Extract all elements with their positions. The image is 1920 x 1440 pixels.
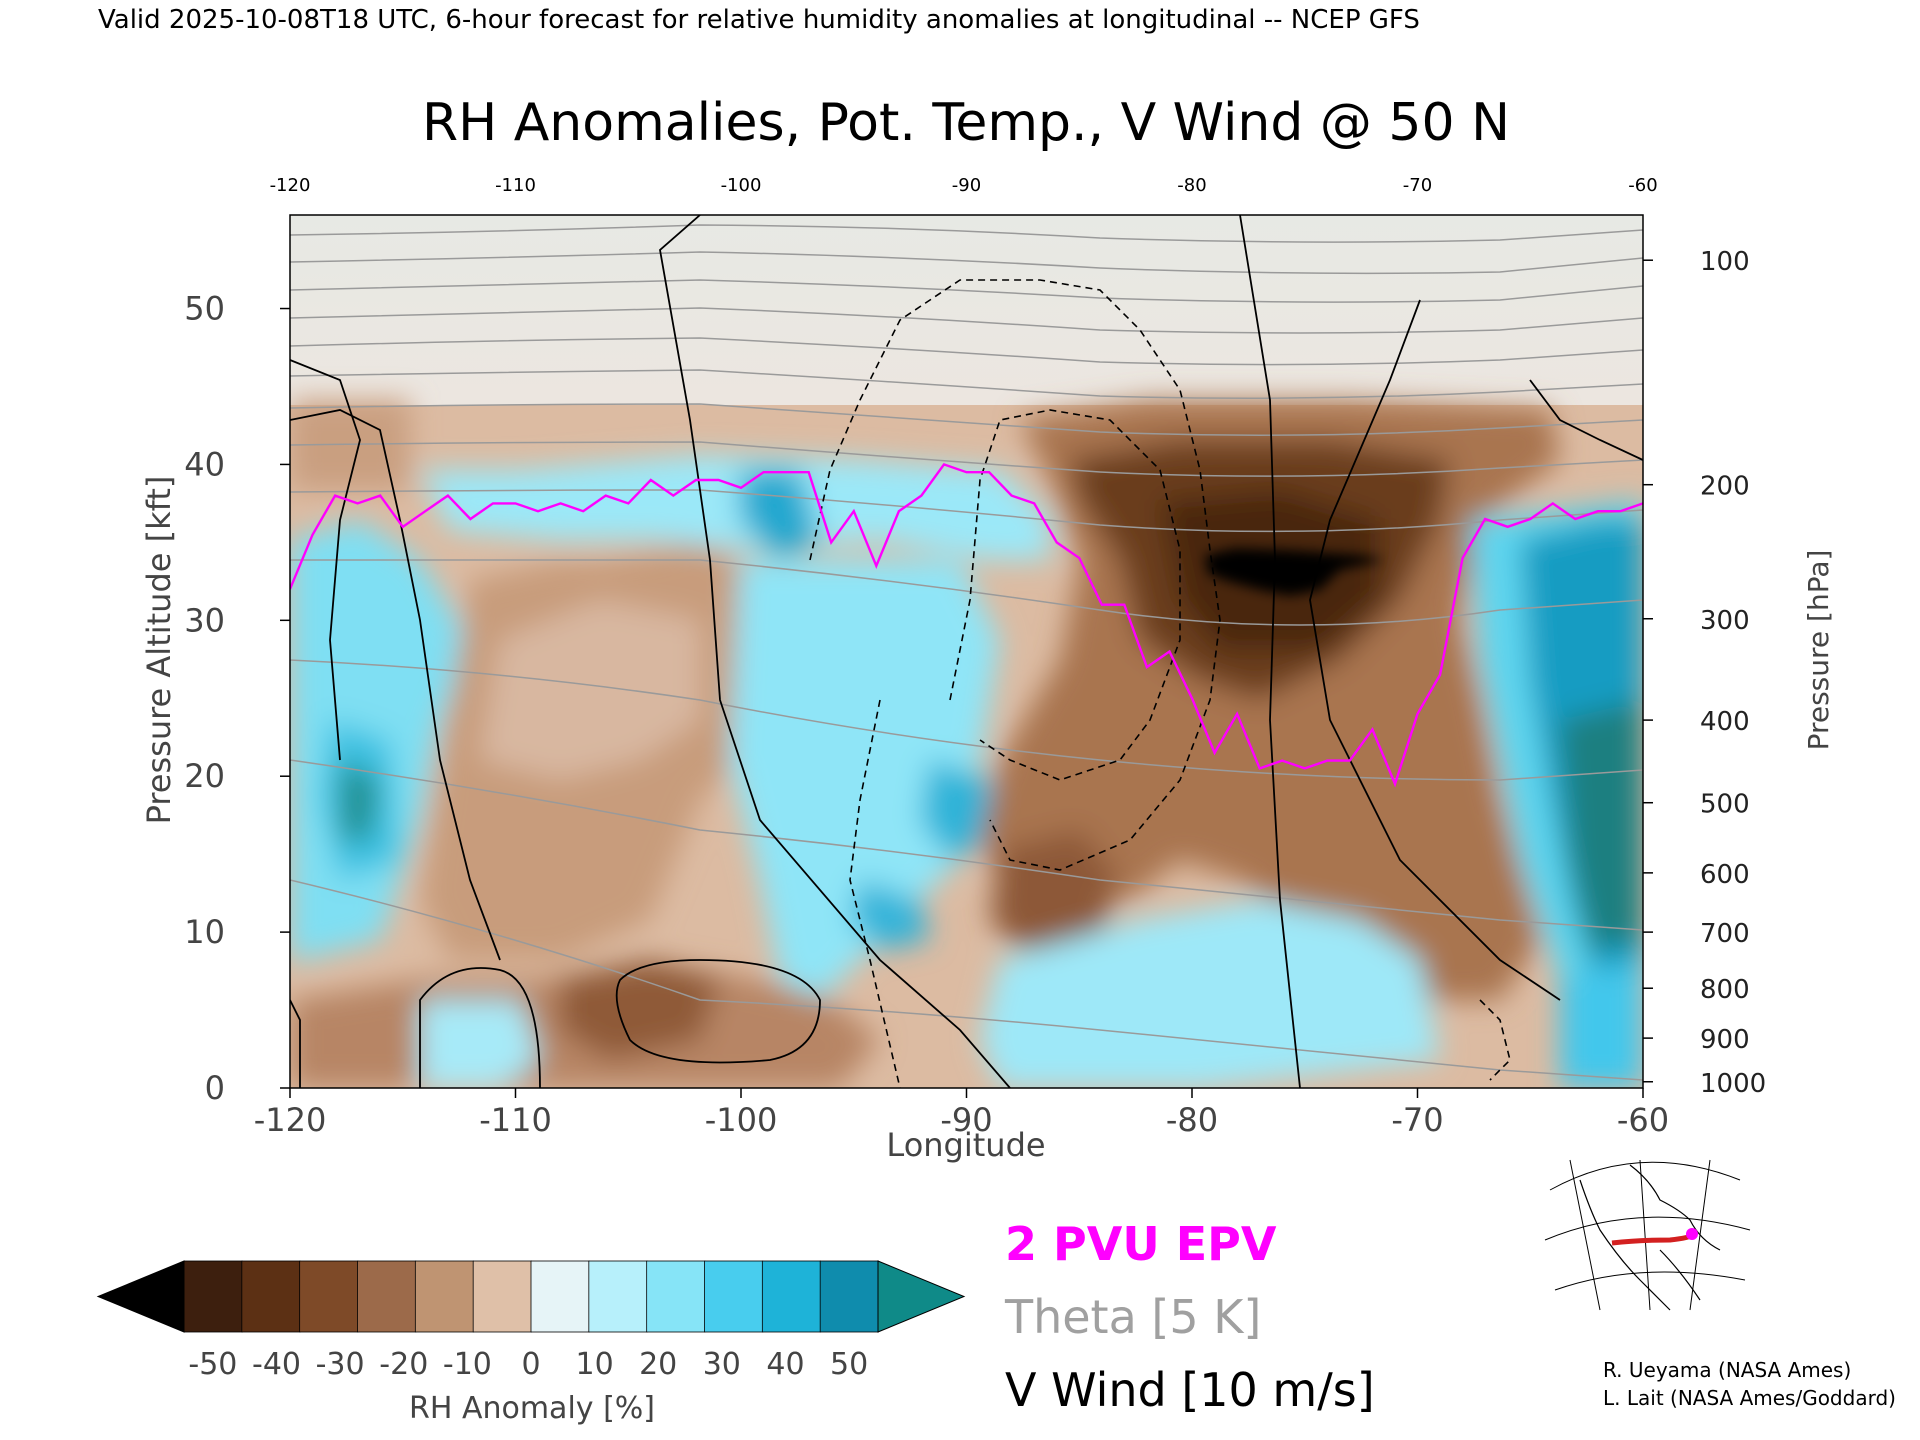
y-axis-right-label: Pressure [hPa] [1802,550,1835,751]
x-top-tick-label: -120 [270,175,311,196]
x-top-tick-label: -80 [1177,175,1206,196]
legend-theta: Theta [5 K] [1004,1290,1261,1344]
pressure-tick-label: 1000 [1700,1069,1766,1099]
colorbar-swatch [299,1260,359,1333]
x-top-tick-label: -110 [495,175,536,196]
x-tick-label: -120 [254,1101,327,1139]
inset-location-map [1544,1159,1751,1311]
x-tick-label: -80 [1166,1101,1218,1139]
x-tick-label: -110 [479,1101,552,1139]
pressure-tick-label: 100 [1700,247,1750,277]
map-track [1611,1233,1695,1246]
colorbar-under-triangle [96,1260,185,1333]
pressure-tick-label: 300 [1700,606,1750,636]
plot-area [289,214,1644,1089]
colorbar: -50 -40 -30 -20 -10 0 10 20 30 40 50 [96,1260,966,1382]
rh-anomaly-field [290,400,1643,1088]
chart-title: RH Anomalies, Pot. Temp., V Wind @ 50 N [422,93,1510,153]
colorbar-swatch [819,1260,879,1333]
x-axis-label: Longitude [886,1126,1045,1164]
theta-contours [290,224,1643,1081]
colorbar-tick-label: -30 [316,1347,365,1382]
pressure-tick-label: 900 [1700,1025,1750,1055]
colorbar-swatch [588,1260,648,1333]
colorbar-tick-label: -40 [252,1347,301,1382]
colorbar-tick-label: 30 [703,1347,741,1382]
colorbar-swatch [183,1260,243,1333]
y-axis-left: 0 10 20 30 40 50 [184,290,290,1107]
colorbar-tick-label: 20 [639,1347,677,1382]
y-tick-label: 30 [184,601,225,639]
colorbar-over-triangle [877,1260,966,1333]
colorbar-tick-label: -20 [379,1347,428,1382]
colorbar-swatch [530,1260,590,1333]
colorbar-swatch [241,1260,301,1333]
x-tick-label: -100 [705,1101,778,1139]
colorbar-tick-label: 10 [576,1347,614,1382]
pressure-tick-label: 400 [1700,707,1750,737]
legend-pv: 2 PVU EPV [1005,1217,1277,1271]
colorbar-swatch [761,1260,822,1333]
pressure-tick-label: 200 [1700,472,1750,502]
y-axis-left-label: Pressure Altitude [kft] [140,476,178,825]
stratosphere-region [290,215,1643,405]
pressure-tick-label: 700 [1700,919,1750,949]
x-axis-top: -120 -110 -100 -90 -80 -70 -60 [270,175,1658,196]
x-tick-label: -60 [1617,1101,1669,1139]
x-top-tick-label: -70 [1403,175,1432,196]
extreme-dry-core [1205,548,1385,596]
colorbar-swatch [357,1260,417,1333]
wind-contours-negative [809,279,1511,1088]
colorbar-tick-label: 0 [521,1347,540,1382]
legend: 2 PVU EPV Theta [5 K] V Wind [10 m/s] [1004,1217,1375,1417]
x-tick-label: -90 [940,1101,992,1139]
pressure-tick-label: 800 [1700,975,1750,1005]
y-axis-right: 100 200 300 400 500 600 700 800 900 1000 [1643,247,1766,1099]
y-tick-label: 50 [184,290,225,328]
wind-contours [290,215,1643,1088]
x-axis-bottom: -120 -110 -100 -90 -80 -70 -60 [254,1088,1669,1139]
credit-line-2: L. Lait (NASA Ames/Goddard) [1603,1386,1896,1410]
colorbar-tick-label: -50 [188,1347,237,1382]
colorbar-tick-label: 40 [766,1347,804,1382]
colorbar-swatch [646,1260,706,1333]
colorbar-swatch [414,1260,475,1333]
colorbar-swatch [704,1260,764,1333]
x-top-tick-label: -100 [721,175,762,196]
colorbar-tick-label: -10 [443,1347,492,1382]
x-tick-label: -70 [1391,1101,1443,1139]
y-tick-label: 10 [184,913,225,951]
legend-wind: V Wind [10 m/s] [1005,1363,1375,1417]
map-marker [1686,1228,1698,1240]
pv-line-2pvu [290,462,1643,788]
x-top-tick-label: -90 [952,175,981,196]
y-tick-label: 40 [184,445,225,483]
pressure-tick-label: 500 [1700,790,1750,820]
colorbar-swatch [472,1260,532,1333]
pressure-tick-label: 600 [1700,860,1750,890]
colorbar-tick-label: 50 [830,1347,868,1382]
colorbar-label: RH Anomaly [%] [409,1391,655,1426]
y-tick-label: 20 [184,757,225,795]
valid-time-header: Valid 2025-10-08T18 UTC, 6-hour forecast… [98,5,1420,35]
y-tick-label: 0 [205,1069,225,1107]
credit-line-1: R. Ueyama (NASA Ames) [1603,1358,1851,1382]
x-top-tick-label: -60 [1628,175,1657,196]
